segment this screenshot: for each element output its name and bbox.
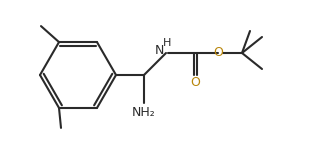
Text: N: N (155, 44, 164, 58)
Text: H: H (163, 38, 171, 48)
Text: O: O (190, 75, 200, 89)
Text: O: O (213, 46, 223, 58)
Text: NH₂: NH₂ (132, 106, 156, 119)
